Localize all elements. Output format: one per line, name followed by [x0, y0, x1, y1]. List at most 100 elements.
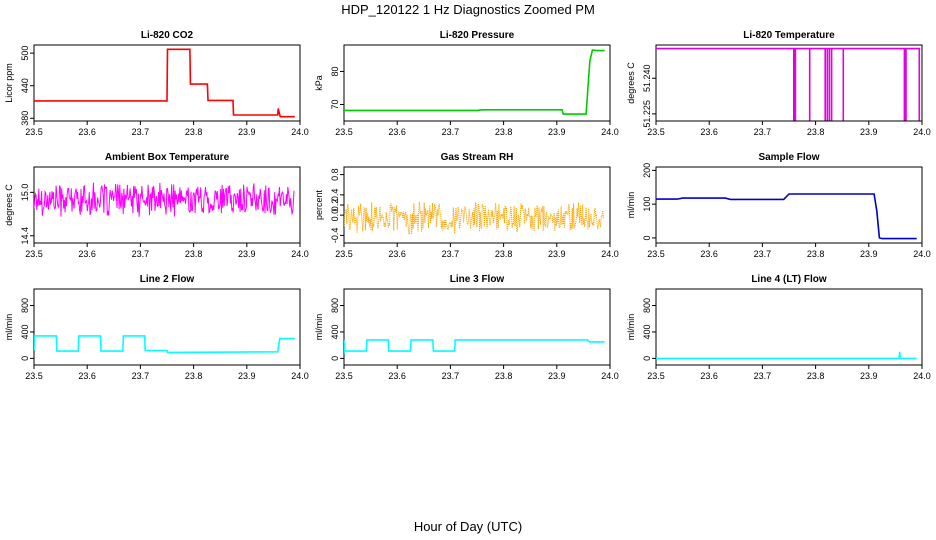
panel-sample-flow-title: Sample Flow	[758, 152, 819, 163]
panel-line-2-flow-xtick-label: 23.6	[78, 371, 96, 381]
panel-li-820-pressure-ylabel: kPa	[314, 75, 324, 91]
panel-li-820-co2-title: Li-820 CO2	[141, 30, 194, 41]
panel-line-4-lt-flow-ytick-label: 0	[642, 356, 652, 361]
panel-gas-stream-rh-xtick-label: 23.8	[495, 249, 513, 259]
panel-gas-stream-rh-ytick-label: 0.4	[330, 189, 340, 202]
panel-li-820-co2-xtick-label: 23.9	[238, 127, 256, 137]
panel-li-820-temperature-xtick-label: 23.7	[754, 127, 772, 137]
panel-ambient-box-temperature-xtick-label: 23.6	[78, 249, 96, 259]
panel-ambient-box-temperature-ytick-label: 14.4	[20, 227, 30, 245]
panel-li-820-temperature-xtick-label: 23.5	[647, 127, 665, 137]
panel-line-2-flow-ytick-label: 400	[20, 324, 30, 339]
panel-sample-flow: Sample Flow 23.5 23.6 23.7 23.8 23.9 24.0 0 100 2…	[626, 152, 931, 259]
panel-line-2-flow-frame	[33, 288, 301, 366]
panel-gas-stream-rh-series-line	[344, 201, 605, 235]
panel-line-2-flow-title: Line 2 Flow	[140, 274, 195, 285]
figure-xlabel: Hour of Day (UTC)	[414, 519, 522, 534]
panel-line-3-flow: Line 3 Flow 23.5 23.6 23.7 23.8 23.9 24.0 0 400 8…	[314, 274, 619, 381]
panel-li-820-pressure-xtick-label: 23.7	[442, 127, 460, 137]
panel-line-2-flow-ytick-label: 0	[20, 356, 30, 361]
panel-line-4-lt-flow-xtick-label: 23.5	[647, 371, 665, 381]
panel-sample-flow-xtick-label: 23.7	[754, 249, 772, 259]
panel-gas-stream-rh: Gas Stream RH 23.5 23.6 23.7 23.8 23.9 24.0 -0.…	[314, 152, 619, 259]
panel-gas-stream-rh-ylabel: percent	[314, 189, 324, 220]
panel-line-2-flow: Line 2 Flow 23.5 23.6 23.7 23.8 23.9 24.0 0 400 8…	[4, 274, 309, 381]
panel-li-820-co2: Li-820 CO2 23.5 23.6 23.7 23.8 23.9 24.0 380 440…	[4, 30, 309, 137]
panel-li-820-co2-ylabel: Licor ppm	[4, 63, 14, 103]
panel-line-2-flow-series-line	[34, 335, 295, 354]
panel-li-820-temperature-xtick-label: 23.6	[700, 127, 718, 137]
panel-li-820-temperature-title: Li-820 Temperature	[743, 30, 835, 41]
panel-line-3-flow-ylabel: ml/min	[314, 314, 324, 341]
panel-grid: Li-820 CO2 23.5 23.6 23.7 23.8 23.9 24.0 380 440…	[4, 30, 931, 381]
panel-gas-stream-rh-frame	[343, 166, 611, 244]
panel-sample-flow-xtick-label: 23.6	[700, 249, 718, 259]
panel-line-4-lt-flow-ylabel: ml/min	[626, 314, 636, 341]
panel-line-2-flow-xtick-label: 23.8	[185, 371, 203, 381]
panel-li-820-co2-series-line	[34, 48, 295, 118]
panel-ambient-box-temperature-ytick-label: 15.0	[20, 184, 30, 202]
panel-line-2-flow-ytick-label: 800	[20, 298, 30, 313]
panel-li-820-co2-xtick-label: 23.6	[78, 127, 96, 137]
panel-line-3-flow-xtick-label: 23.6	[388, 371, 406, 381]
panel-ambient-box-temperature-xtick-label: 23.5	[25, 249, 43, 259]
panel-gas-stream-rh-title: Gas Stream RH	[441, 152, 514, 163]
panel-line-4-lt-flow-xtick-label: 23.6	[700, 371, 718, 381]
panel-li-820-pressure: Li-820 Pressure 23.5 23.6 23.7 23.8 23.9 24.0 7…	[314, 30, 619, 137]
panel-li-820-temperature-xtick-label: 23.8	[807, 127, 825, 137]
panel-ambient-box-temperature-xtick-label: 23.7	[132, 249, 150, 259]
panel-ambient-box-temperature-title: Ambient Box Temperature	[105, 152, 230, 163]
panel-gas-stream-rh-ytick-label: 0.0	[330, 209, 340, 222]
panel-line-4-lt-flow-xtick-label: 24.0	[913, 371, 931, 381]
panel-line-4-lt-flow: Line 4 (LT) Flow 23.5 23.6 23.7 23.8 23.9 24.0…	[626, 274, 931, 381]
panel-line-3-flow-xtick-label: 23.7	[442, 371, 460, 381]
panel-gas-stream-rh-xtick-label: 23.7	[442, 249, 460, 259]
panel-line-2-flow-xtick-label: 23.9	[238, 371, 256, 381]
panel-li-820-temperature-ylabel: degrees C	[626, 62, 636, 104]
panel-li-820-temperature-xtick-label: 23.9	[860, 127, 878, 137]
panel-gas-stream-rh-xtick-label: 23.6	[388, 249, 406, 259]
panel-line-4-lt-flow-xtick-label: 23.7	[754, 371, 772, 381]
panel-li-820-pressure-xtick-label: 23.8	[495, 127, 513, 137]
panel-gas-stream-rh-ytick-label: 0.2	[330, 199, 340, 212]
panel-li-820-pressure-xtick-label: 23.6	[388, 127, 406, 137]
panel-ambient-box-temperature-xtick-label: 24.0	[291, 249, 309, 259]
panel-line-3-flow-ytick-label: 800	[330, 298, 340, 313]
panel-sample-flow-xtick-label: 23.8	[807, 249, 825, 259]
panel-line-4-lt-flow-xtick-label: 23.9	[860, 371, 878, 381]
panel-li-820-temperature-ytick-label: 51.240	[642, 64, 652, 92]
panel-ambient-box-temperature: Ambient Box Temperature 23.5 23.6 23.7 23.8 2…	[4, 152, 309, 259]
panel-gas-stream-rh-xtick-label: 23.9	[548, 249, 566, 259]
panel-line-3-flow-xtick-label: 23.5	[335, 371, 353, 381]
panel-li-820-pressure-ytick-label: 80	[330, 66, 340, 76]
figure-title: HDP_120122 1 Hz Diagnostics Zoomed PM	[341, 2, 595, 17]
panel-ambient-box-temperature-xtick-label: 23.9	[238, 249, 256, 259]
panel-li-820-pressure-xtick-label: 23.9	[548, 127, 566, 137]
panel-ambient-box-temperature-xtick-label: 23.8	[185, 249, 203, 259]
panel-li-820-temperature-ytick-label: 51.225	[642, 100, 652, 128]
panel-sample-flow-ytick-label: 200	[642, 163, 652, 178]
panel-sample-flow-ytick-label: 0	[642, 235, 652, 240]
panel-sample-flow-xtick-label: 23.9	[860, 249, 878, 259]
panel-li-820-pressure-frame	[343, 44, 611, 122]
panel-line-3-flow-title: Line 3 Flow	[450, 274, 505, 285]
panel-sample-flow-series-line	[656, 193, 917, 240]
panel-line-4-lt-flow-title: Line 4 (LT) Flow	[751, 274, 827, 285]
panel-li-820-co2-xtick-label: 23.8	[185, 127, 203, 137]
panel-li-820-temperature: Li-820 Temperature 23.5 23.6 23.7 23.8 23.9 24…	[626, 30, 931, 137]
panel-li-820-pressure-xtick-label: 24.0	[601, 127, 619, 137]
panel-sample-flow-xtick-label: 23.5	[647, 249, 665, 259]
panel-li-820-pressure-title: Li-820 Pressure	[440, 30, 515, 41]
panel-li-820-pressure-xtick-label: 23.5	[335, 127, 353, 137]
panel-line-3-flow-xtick-label: 23.8	[495, 371, 513, 381]
panel-line-3-flow-xtick-label: 24.0	[601, 371, 619, 381]
panel-line-2-flow-ylabel: ml/min	[4, 314, 14, 341]
panel-sample-flow-ylabel: ml/min	[626, 192, 636, 219]
panel-line-4-lt-flow-series-line	[656, 351, 917, 360]
panel-li-820-co2-frame	[33, 44, 301, 122]
panel-gas-stream-rh-xtick-label: 24.0	[601, 249, 619, 259]
panel-gas-stream-rh-ytick-label: 0.8	[330, 168, 340, 181]
panel-li-820-co2-xtick-label: 24.0	[291, 127, 309, 137]
panel-line-3-flow-series-line	[344, 339, 605, 354]
